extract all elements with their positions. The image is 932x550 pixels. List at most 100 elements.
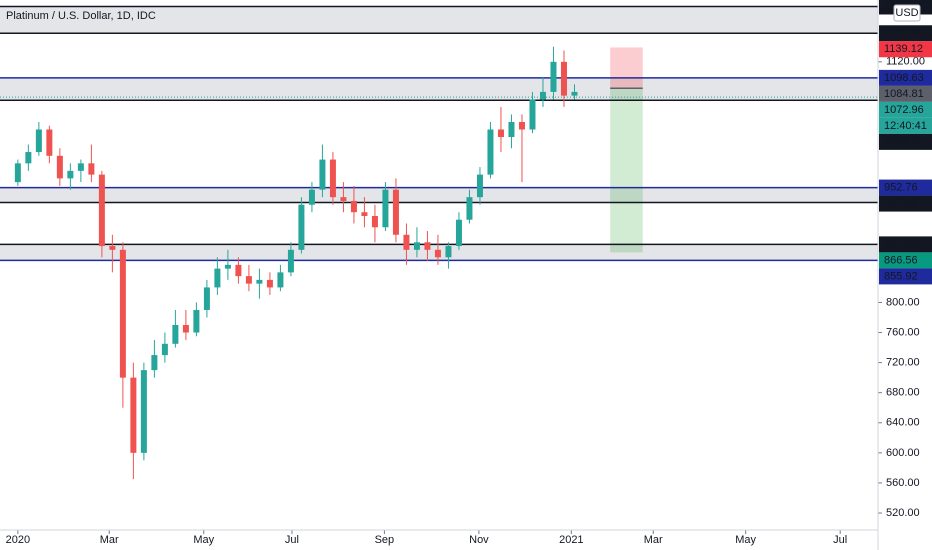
candle-body (539, 91, 546, 100)
price-label: 866.56 (879, 252, 932, 269)
y-tick-label: 640.00 (886, 417, 920, 429)
x-tick-label: 2020 (6, 534, 30, 546)
zone (0, 6, 878, 34)
x-tick-label: Sep (375, 534, 395, 546)
candle-body (487, 129, 494, 175)
price-label-bg (879, 268, 932, 285)
price-label-bg (879, 179, 932, 196)
candle-body (392, 189, 399, 235)
y-tick-label: 1120.00 (886, 56, 925, 68)
price-label-bg (879, 85, 932, 102)
x-tick-label: Jul (285, 534, 299, 546)
zone (0, 77, 878, 101)
candle-body (424, 242, 431, 250)
price-label-bg (879, 25, 932, 42)
price-label: 952.76 (879, 179, 932, 196)
candle-body (298, 204, 305, 250)
price-label: 855.92 (879, 268, 932, 285)
candle-body (256, 279, 263, 284)
candle-body (266, 279, 273, 288)
candle-body (329, 159, 336, 198)
price-label-text: 1068.96 (884, 136, 924, 148)
candle-body (445, 246, 452, 258)
y-tick-label: 800.00 (886, 296, 920, 308)
x-tick-label: Mar (100, 534, 119, 546)
y-tick-label: 680.00 (886, 387, 920, 399)
candle-body (277, 272, 284, 288)
y-tick-label: 600.00 (886, 447, 920, 459)
price-label: 1068.96 (879, 133, 932, 150)
candle-body (172, 325, 179, 344)
candle-body (550, 61, 557, 92)
zone (0, 187, 878, 203)
candle-body (35, 129, 42, 153)
price-label: 1084.81 (879, 85, 932, 102)
candle-body (235, 264, 242, 277)
candle-body (109, 246, 116, 250)
candle-body (382, 189, 389, 228)
candle-body (203, 287, 210, 310)
x-tick-label: Jul (833, 534, 847, 546)
candle-body (371, 215, 378, 228)
candle-body (151, 355, 158, 371)
candle-body (119, 249, 126, 378)
candle-body (56, 155, 63, 179)
price-label-bg (879, 133, 932, 150)
candle-body (413, 242, 420, 250)
candle-body (140, 370, 147, 453)
countdown-bg (879, 117, 932, 134)
x-tick-label: 2021 (559, 534, 583, 546)
y-tick-label: 760.00 (886, 326, 920, 338)
candle-body (434, 249, 441, 258)
price-label: 1098.63 (879, 69, 932, 86)
candle-body (245, 276, 252, 284)
candle-body (67, 170, 74, 179)
candle-body (508, 121, 515, 138)
candle-body (466, 197, 473, 220)
candle-body (403, 234, 410, 250)
candle-body (214, 268, 221, 288)
y-tick-label: 520.00 (886, 507, 920, 519)
candle-body (529, 99, 536, 130)
price-label: 1139.12 (879, 41, 932, 58)
x-tick-label: May (193, 534, 214, 546)
price-label-text: 1139.12 (884, 43, 923, 55)
target-zone (610, 88, 643, 253)
price-label-text: 855.92 (884, 270, 918, 282)
currency-badge (893, 4, 921, 22)
price-label-text: 1157.97 (884, 27, 923, 39)
candle-body (77, 163, 84, 171)
candle-body (350, 200, 357, 213)
x-tick-label: Mar (644, 534, 663, 546)
x-tick-label: May (735, 534, 756, 546)
candle-body (25, 152, 32, 164)
candle-body (14, 163, 21, 183)
price-label-bg (879, 252, 932, 269)
candle-body (340, 197, 347, 201)
candle-body (571, 91, 578, 96)
candle-body (287, 249, 294, 273)
price-label-text: 877.20 (884, 238, 918, 250)
price-label-bg (879, 101, 932, 118)
candle-body (182, 325, 189, 333)
candle-body (497, 129, 504, 138)
candle-body (361, 212, 368, 216)
candle-body (455, 219, 462, 247)
price-label: 932.98 (879, 195, 932, 212)
candle-body (224, 264, 231, 269)
price-label-text: 932.98 (884, 197, 918, 209)
stop-zone (610, 47, 643, 89)
price-label: 1072.96 12:40:41 (879, 101, 932, 134)
price-label-text: 1084.81 (884, 88, 924, 100)
y-tick-label: 560.00 (886, 477, 920, 489)
price-label-bg (879, 195, 932, 212)
currency: USD (895, 7, 918, 19)
candle-body (98, 174, 105, 247)
price-label-bg (879, 236, 932, 253)
candle-body (308, 189, 315, 205)
candle-body (46, 129, 53, 156)
price-label: 877.20 (879, 236, 932, 253)
candle-body (319, 159, 326, 190)
